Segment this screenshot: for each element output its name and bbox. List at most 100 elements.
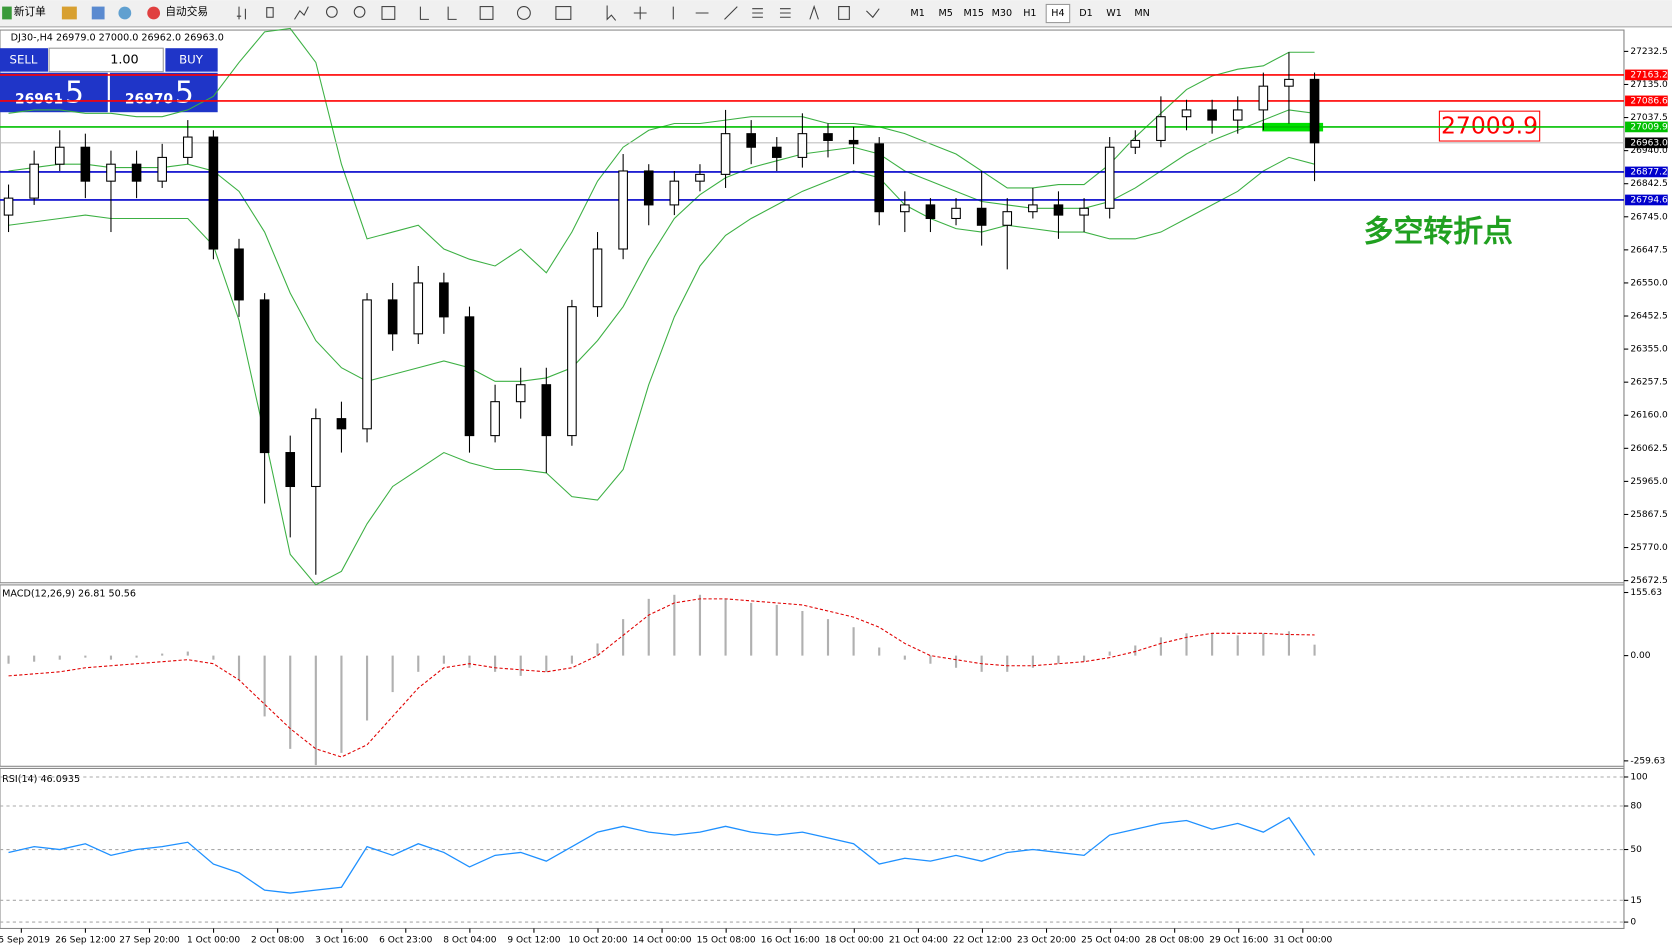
tool-icon[interactable] [91, 6, 105, 20]
cursor[interactable] [606, 5, 617, 21]
x-tick-label: 29 Oct 16:00 [1209, 936, 1268, 946]
scroll-tools[interactable] [419, 6, 457, 20]
candle-body [976, 207, 987, 226]
x-tick-label: 1 Oct 00:00 [187, 936, 240, 946]
y-tick-label: 26355.0 [1630, 345, 1668, 355]
candle-body [746, 133, 756, 148]
candle-body [1232, 109, 1243, 121]
y-tick-label: 25770.0 [1630, 543, 1668, 553]
tool-icon[interactable] [118, 6, 132, 20]
candle-body [387, 299, 398, 335]
tile[interactable] [381, 6, 396, 20]
new-order-icon[interactable] [2, 6, 12, 20]
candle-body [643, 170, 654, 206]
x-tick-label: 31 Oct 00:00 [1273, 936, 1332, 946]
price-level-tag [1625, 194, 1668, 206]
y-tick-label: 80 [1630, 802, 1642, 812]
candle-body [1258, 85, 1269, 111]
y-tick-label: 100 [1630, 772, 1648, 782]
new-order[interactable]: 新订单 [14, 5, 46, 18]
volume[interactable]: 1.00 [110, 52, 138, 67]
annotation: 多空转折点 [1364, 214, 1513, 249]
timeframe-button[interactable]: M15 [964, 8, 985, 19]
y-tick-label: 25965.0 [1630, 477, 1668, 487]
volume-box[interactable] [48, 47, 164, 73]
candle-body [234, 248, 244, 301]
candle-body [311, 418, 321, 488]
candle-body [1002, 211, 1013, 226]
x-tick-label: 25 Oct 04:00 [1081, 936, 1140, 946]
candle-body [1053, 204, 1064, 216]
current-price-tag [1625, 137, 1668, 149]
candle-body [925, 204, 936, 220]
x-tick-label: 8 Oct 04:00 [443, 936, 496, 946]
bid-tail[interactable]: .5 [55, 76, 84, 111]
x-tick-label: 14 Oct 00:00 [633, 936, 692, 946]
candle-body [259, 299, 270, 454]
timeframe-button[interactable]: MN [1134, 8, 1149, 19]
ask-box[interactable] [109, 72, 218, 113]
price-level-label: 26794.6 [1630, 195, 1668, 205]
x-tick-label: 2 Oct 08:00 [251, 936, 304, 946]
bar-chart-tool[interactable] [236, 6, 246, 20]
candle-body [464, 316, 475, 437]
price-level-label: 27163.2 [1630, 70, 1667, 80]
tool-icon[interactable] [61, 6, 77, 20]
sell-label[interactable]: SELL [10, 52, 38, 66]
macd-signal [8, 598, 1315, 758]
price-level-label: 27086.6 [1630, 96, 1668, 106]
y-tick-label: 26550.0 [1630, 278, 1668, 288]
candle-body [823, 133, 833, 141]
candle-body [669, 180, 680, 206]
zoom-in[interactable] [325, 6, 338, 18]
crosshair[interactable] [633, 6, 647, 20]
timeframe-button[interactable]: M5 [938, 8, 952, 19]
buy-label[interactable]: BUY [179, 52, 204, 66]
bollinger-middle [8, 109, 1315, 382]
auto-trading[interactable]: 自动交易 [165, 5, 208, 18]
ask-tail[interactable]: .5 [165, 76, 193, 111]
candle-body [285, 452, 296, 488]
candle-body [1207, 109, 1217, 121]
timeframe-button[interactable]: M30 [992, 8, 1013, 19]
timeframe-button[interactable]: M1 [910, 8, 924, 19]
x-tick-label: 10 Oct 20:00 [569, 936, 628, 946]
timeframe-button[interactable]: W1 [1106, 8, 1122, 19]
candle-tool[interactable] [266, 7, 274, 18]
y-tick-label: 155.63 [1630, 588, 1662, 598]
auto-trading-icon[interactable] [147, 6, 161, 20]
candle-body [336, 418, 347, 430]
rsi-pane [0, 767, 1625, 930]
level-callout-box [1438, 110, 1541, 142]
bid[interactable]: 26961 [15, 91, 63, 107]
indicators[interactable] [479, 6, 494, 20]
sell-button[interactable] [0, 48, 49, 72]
buy-button[interactable] [165, 48, 218, 72]
y-tick-label: 26160.0 [1630, 411, 1668, 421]
candle-body [1079, 207, 1089, 216]
candle-body [720, 133, 731, 175]
draw-tools[interactable] [809, 4, 880, 20]
x-tick-label: 16 Oct 16:00 [761, 936, 820, 946]
candle-body [80, 146, 91, 182]
timeframe-button[interactable]: H1 [1023, 8, 1036, 19]
candle-body [1181, 109, 1192, 118]
macd-title: MACD(12,26,9) 26.81 50.56 [2, 588, 136, 599]
price-level-tag [1625, 69, 1668, 81]
line-chart-tool[interactable] [294, 6, 309, 20]
candle-body [951, 207, 961, 220]
level-callout: 27009.9 [1441, 112, 1538, 140]
y-tick-label: 15 [1630, 896, 1642, 906]
bid-box[interactable] [0, 72, 108, 113]
zoom-out[interactable] [353, 6, 366, 18]
timeframe-button[interactable]: D1 [1079, 8, 1093, 19]
draw-tools[interactable] [672, 6, 791, 20]
candle-body [54, 146, 65, 165]
timeframe-button[interactable]: H4 [1051, 8, 1064, 19]
ask[interactable]: 26970 [125, 91, 173, 107]
candle-body [567, 306, 577, 437]
periods[interactable] [516, 6, 531, 20]
templates[interactable] [555, 6, 572, 20]
